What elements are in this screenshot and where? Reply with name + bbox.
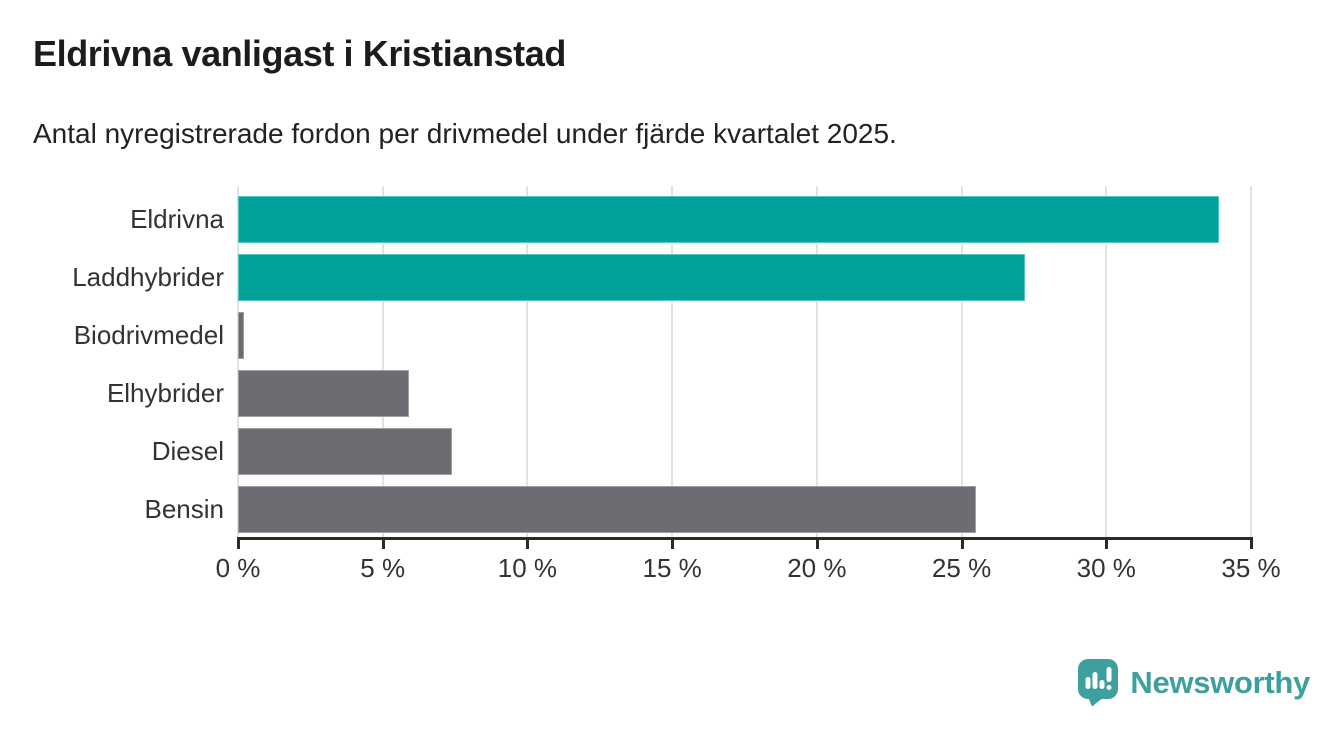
- gridline-20: [815, 186, 818, 537]
- x-tick-label-5: 5 %: [360, 553, 406, 583]
- bar-bensin: [238, 486, 977, 533]
- newsworthy-logo: Newsworthy: [1077, 658, 1310, 707]
- brand-name: Newsworthy: [1130, 664, 1310, 700]
- x-tick-label-35: 35 %: [1221, 553, 1281, 583]
- gridline-25: [960, 186, 963, 537]
- category-label-laddhybrider: Laddhybrider: [72, 262, 224, 292]
- category-label-elhybrider: Elhybrider: [106, 378, 224, 408]
- bar-elhybrider: [238, 370, 409, 417]
- x-tick-label-30: 30 %: [1076, 553, 1136, 583]
- x-tick-label-15: 15 %: [642, 553, 702, 583]
- x-tick-label-20: 20 %: [787, 553, 847, 583]
- category-label-biodrivmedel: Biodrivmedel: [73, 320, 224, 350]
- x-tick-30: [1105, 540, 1109, 549]
- x-tick-0: [237, 540, 240, 549]
- x-tick-15: [671, 540, 675, 549]
- x-tick-10: [526, 540, 530, 549]
- category-label-diesel: Diesel: [151, 436, 224, 466]
- chart-title: Eldrivna vanligast i Kristianstad: [33, 33, 566, 74]
- x-axis-line: [237, 537, 1253, 540]
- category-label-bensin: Bensin: [144, 494, 225, 524]
- gridline-30: [1105, 186, 1108, 537]
- bar-eldrivna: [238, 196, 1220, 243]
- gridline-15: [671, 186, 674, 537]
- x-tick-25: [960, 540, 964, 549]
- gridline-0: [237, 186, 239, 537]
- x-tick-label-0: 0 %: [215, 553, 261, 583]
- bar-diesel: [238, 428, 453, 475]
- bar-laddhybrider: [238, 254, 1026, 301]
- category-label-eldrivna: Eldrivna: [130, 204, 224, 234]
- x-tick-35: [1250, 540, 1253, 549]
- x-tick-5: [381, 540, 385, 549]
- x-tick-label-10: 10 %: [497, 553, 558, 583]
- x-tick-label-25: 25 %: [931, 553, 992, 583]
- gridline-10: [526, 186, 529, 537]
- bar-biodrivmedel: [238, 312, 244, 359]
- newsworthy-badge-icon: [1078, 659, 1119, 707]
- x-tick-20: [815, 540, 819, 549]
- chart-subtitle: Antal nyregistrerade fordon per drivmede…: [33, 118, 897, 149]
- gridline-5: [381, 186, 384, 537]
- gridline-35: [1250, 186, 1252, 537]
